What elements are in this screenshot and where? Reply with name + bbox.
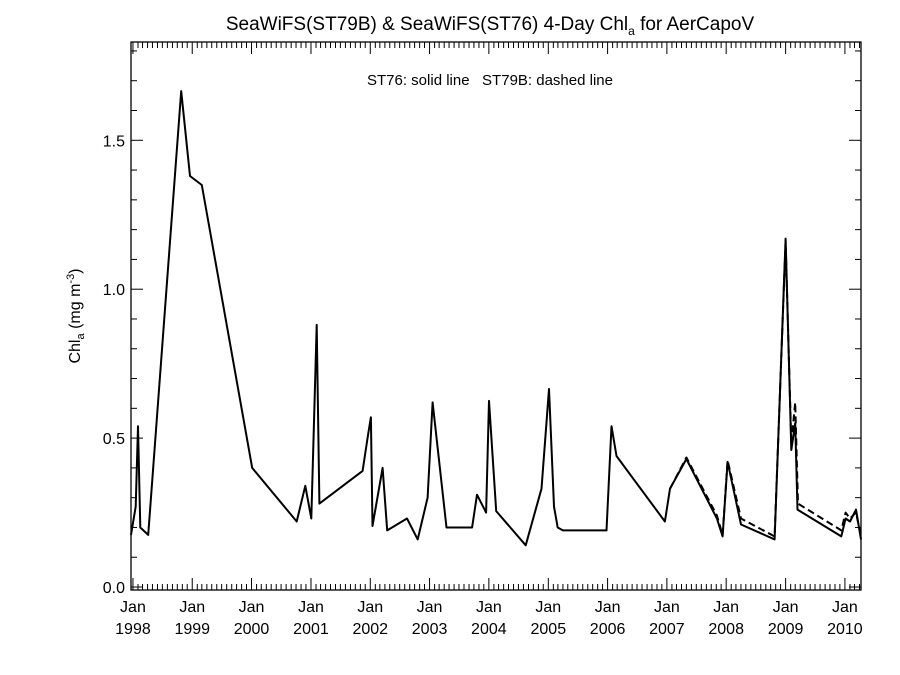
x-tick-year-label: 2004 — [471, 621, 507, 638]
y-axis-label-main: Chl — [67, 340, 84, 364]
x-tick-month-label: Jan — [654, 599, 680, 616]
x-tick-month-label: Jan — [832, 599, 858, 616]
y-axis-label-middle: (mg m — [67, 284, 84, 334]
chart-title-suffix: for AerCapoV — [635, 14, 755, 35]
x-tick-year-label: 2006 — [590, 621, 626, 638]
x-tick-year-label: 1998 — [115, 621, 151, 638]
x-tick-year-label: 2008 — [708, 621, 744, 638]
x-tick-year-label: 2003 — [412, 621, 448, 638]
x-tick-year-label: 2000 — [234, 621, 270, 638]
x-tick-month-label: Jan — [595, 599, 621, 616]
series-layer — [130, 90, 862, 547]
series-line-st76 — [130, 90, 862, 547]
x-tick-month-label: Jan — [179, 599, 205, 616]
x-tick-year-label: 2001 — [293, 621, 329, 638]
x-tick-month-label: Jan — [417, 599, 443, 616]
y-tick-label: 0.0 — [103, 580, 125, 597]
plot-frame — [130, 41, 862, 591]
y-axis-label-subscript: a — [75, 333, 87, 340]
y-tick-label: 1.0 — [103, 282, 125, 299]
chart-title-main: SeaWiFS(ST79B) & SeaWiFS(ST76) 4-Day Chl — [226, 14, 628, 35]
y-axis-label-end: ) — [67, 268, 84, 273]
y-axis-label-superscript: -3 — [65, 274, 77, 284]
x-tick-month-label: Jan — [773, 599, 799, 616]
chart-title-subscript: a — [628, 24, 635, 38]
x-tick-year-label: 2010 — [827, 621, 863, 638]
chart-title: SeaWiFS(ST79B) & SeaWiFS(ST76) 4-Day Chl… — [226, 14, 755, 38]
y-axis-label: Chla (mg m-3) — [65, 268, 87, 363]
x-tick-month-label: Jan — [120, 599, 146, 616]
x-tick-month-label: Jan — [713, 599, 739, 616]
y-tick-label: 1.5 — [103, 133, 125, 150]
x-tick-month-label: Jan — [476, 599, 502, 616]
x-tick-month-label: Jan — [239, 599, 265, 616]
x-tick-month-label: Jan — [298, 599, 324, 616]
x-tick-year-label: 2009 — [768, 621, 804, 638]
x-tick-month-label: Jan — [535, 599, 561, 616]
x-tick-year-label: 2002 — [352, 621, 388, 638]
y-tick-label: 0.5 — [103, 431, 125, 448]
y-axis: 0.0 0.5 1.0 1.5 — [103, 50, 861, 597]
x-tick-year-label: 2005 — [531, 621, 567, 638]
series-line-st79b — [669, 240, 862, 538]
x-tick-year-label: 1999 — [174, 621, 210, 638]
x-axis: Jan 1998 Jan 1999 Jan 2000 Jan 2001 Jan 2002 Jan 20… — [115, 42, 863, 638]
x-tick-year-label: 2007 — [649, 621, 685, 638]
chart-annotation: ST76: solid line ST79B: dashed line — [367, 72, 613, 89]
x-tick-month-label: Jan — [357, 599, 383, 616]
